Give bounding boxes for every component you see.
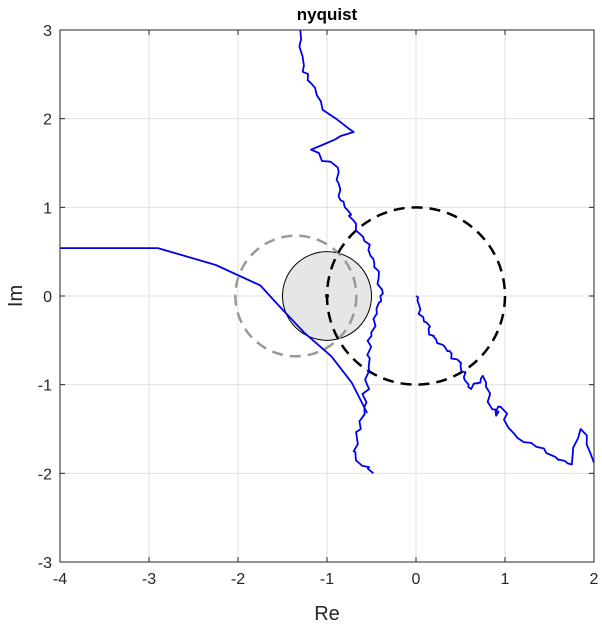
y-tick-label: -3	[38, 555, 52, 572]
gray-dashed-circle	[234, 234, 358, 358]
y-tick-label: 3	[43, 23, 52, 40]
x-tick-label: 2	[590, 571, 599, 588]
x-tick-label: 1	[501, 571, 510, 588]
reference-shapes	[234, 206, 507, 386]
y-tick-label: 1	[43, 200, 52, 217]
x-tick-labels: -4 -3 -2 -1 0 1 2	[53, 30, 599, 588]
series-line	[415, 295, 595, 466]
y-tick-label: -1	[38, 378, 52, 395]
y-tick-label: -2	[38, 466, 52, 483]
series-line	[298, 29, 384, 474]
x-tick-label: -3	[142, 571, 156, 588]
series-lines	[60, 29, 595, 474]
series-line	[60, 247, 368, 414]
critical-point	[325, 294, 329, 298]
x-tick-label: -4	[53, 571, 67, 588]
y-tick-labels: -3 -2 -1 0 1 2 3	[38, 23, 594, 572]
x-tick-label: -1	[320, 571, 334, 588]
x-tick-label: 0	[412, 571, 421, 588]
y-tick-label: 0	[43, 289, 52, 306]
y-tick-label: 2	[43, 112, 52, 129]
y-axis-label: Im	[5, 285, 27, 307]
x-axis-label: Re	[314, 603, 340, 625]
x-tick-label: -2	[231, 571, 245, 588]
chart-title: nyquist	[297, 5, 358, 24]
